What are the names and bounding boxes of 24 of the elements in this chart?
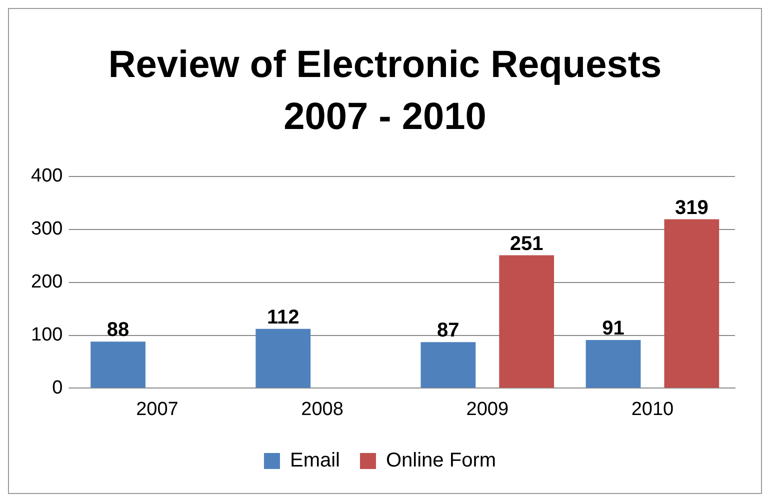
- data-label: 319: [674, 196, 708, 219]
- bar: [664, 219, 720, 388]
- bar: [586, 340, 641, 388]
- y-tick-label: 100: [31, 324, 63, 346]
- x-tick-label: 2007: [136, 398, 178, 420]
- data-label: 88: [106, 319, 130, 342]
- x-tick-label: 2008: [301, 398, 344, 420]
- y-tick-label: 200: [31, 272, 63, 293]
- bar: [256, 328, 311, 388]
- bar: [499, 255, 554, 388]
- bar: [90, 342, 146, 388]
- y-tick-label: 400: [31, 166, 63, 187]
- chart-title: Review of Electronic Requests 2007 - 2010: [107, 43, 663, 140]
- x-tick-label: 2010: [631, 398, 674, 420]
- legend-label: Online Form: [386, 450, 496, 472]
- y-tick-label: 0: [52, 377, 63, 398]
- data-label: 87: [437, 320, 460, 342]
- legend-label: Email: [290, 450, 340, 472]
- x-tick-label: 2009: [466, 398, 509, 420]
- data-label: 112: [266, 306, 300, 328]
- data-label: 91: [602, 318, 624, 340]
- bar: [420, 342, 476, 388]
- data-label: 251: [510, 232, 544, 255]
- y-tick-label: 300: [31, 218, 63, 240]
